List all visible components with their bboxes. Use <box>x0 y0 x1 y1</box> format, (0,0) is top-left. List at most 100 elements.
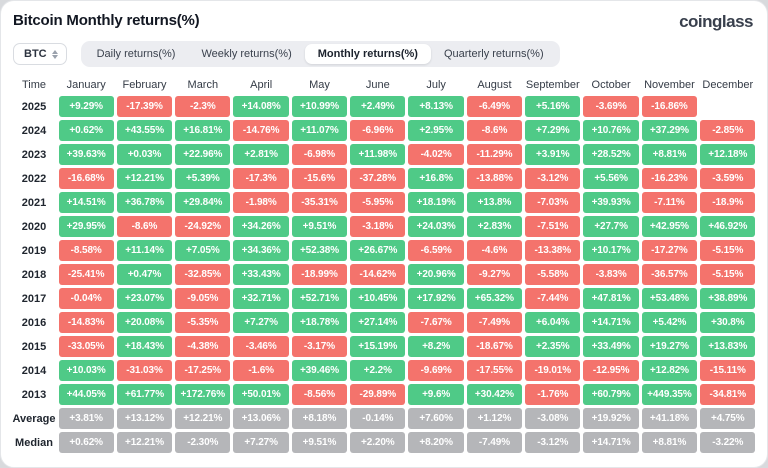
coin-selector[interactable]: BTC <box>13 43 67 65</box>
return-cell: -16.86% <box>641 96 698 117</box>
return-cell: +5.39% <box>175 168 231 189</box>
return-cell <box>700 96 755 117</box>
return-cell: +2.95% <box>408 120 464 141</box>
row-label: 2018 <box>21 268 47 281</box>
return-cell: -15.6% <box>291 168 348 189</box>
return-cell: +18.43% <box>116 336 173 357</box>
return-cell: +14.51% <box>58 192 114 213</box>
return-cell: +10.76% <box>583 120 639 141</box>
return-cell: +7.60% <box>408 408 464 429</box>
return-cell: +38.89% <box>700 288 756 309</box>
column-header-november: November <box>644 78 695 91</box>
return-cell: +13.12% <box>116 408 173 429</box>
return-cell: -7.67% <box>408 312 464 333</box>
return-cell: -12.95% <box>583 360 639 381</box>
column-header-january: January <box>66 78 106 91</box>
return-cell: -7.44% <box>525 288 581 309</box>
return-cell: +19.27% <box>641 336 698 357</box>
tab-weekly[interactable]: Weekly returns(%) <box>201 48 292 60</box>
column-header-august: August <box>477 78 512 91</box>
return-cell: +0.62% <box>58 432 114 453</box>
return-cell: -3.12% <box>525 168 581 189</box>
return-cell: +12.18% <box>700 144 756 165</box>
return-cell: +15.19% <box>350 336 406 357</box>
return-cell: -9.69% <box>408 360 464 381</box>
return-cell: +47.81% <box>583 288 639 309</box>
sort-arrows-icon <box>51 49 58 59</box>
return-cell: +33.43% <box>233 264 289 285</box>
return-cell: -5.95% <box>350 192 406 213</box>
return-cell: -18.67% <box>466 336 523 357</box>
return-cell: -14.76% <box>233 120 289 141</box>
coin-selector-value: BTC <box>24 48 47 60</box>
return-cell: -4.38% <box>175 336 231 357</box>
return-cell: -6.98% <box>291 144 348 165</box>
return-cell: +23.07% <box>116 288 173 309</box>
return-cell: -2.30% <box>175 432 231 453</box>
return-cell: +0.62% <box>58 120 114 141</box>
table-row-2019: 2019 -8.58% +11.14% +7.05% +34.36% +52.38% +26… <box>11 240 757 261</box>
column-header-december: December <box>702 78 754 91</box>
row-label: 2014 <box>21 364 47 377</box>
return-cell: +36.78% <box>116 192 173 213</box>
return-cell: -14.62% <box>350 264 406 285</box>
controls-row: BTC Daily returns(%) Weekly returns(%) Mon… <box>13 41 757 67</box>
return-cell: -6.49% <box>466 96 523 117</box>
return-cell: +2.49% <box>350 96 406 117</box>
return-cell: -33.05% <box>58 336 114 357</box>
table-row-2022: 2022 -16.68% +12.21% +5.39% -17.3% -15.6% -37.… <box>11 168 757 189</box>
page-title: Bitcoin Monthly returns(%) <box>13 12 200 29</box>
return-cell: -24.92% <box>175 216 231 237</box>
return-cell: +26.67% <box>350 240 406 261</box>
tab-quarterly[interactable]: Quarterly returns(%) <box>443 48 544 60</box>
return-cell: -15.11% <box>700 360 756 381</box>
tab-monthly[interactable]: Monthly returns(%) <box>304 44 431 64</box>
return-cell: +11.14% <box>116 240 173 261</box>
return-cell: +52.71% <box>291 288 348 309</box>
return-cell: -8.6% <box>466 120 523 141</box>
return-cell: +44.05% <box>58 384 114 405</box>
return-cell: +7.05% <box>175 240 231 261</box>
return-cell: +9.51% <box>291 216 348 237</box>
return-cell: +61.77% <box>116 384 173 405</box>
tab-daily[interactable]: Daily returns(%) <box>96 48 176 60</box>
return-cell: +13.83% <box>700 336 756 357</box>
return-cell: -3.46% <box>233 336 289 357</box>
return-cell: -3.08% <box>525 408 581 429</box>
return-cell: +18.78% <box>291 312 348 333</box>
return-cell: -13.38% <box>525 240 581 261</box>
return-cell: +27.14% <box>350 312 406 333</box>
return-cell: -0.14% <box>350 408 406 429</box>
return-cell: -3.12% <box>525 432 581 453</box>
return-cell: +34.36% <box>233 240 289 261</box>
table-row-2016: 2016 -14.83% +20.08% -5.35% +7.27% +18.78% +27… <box>11 312 757 333</box>
return-cell: -17.25% <box>175 360 231 381</box>
return-cell: +20.08% <box>116 312 173 333</box>
table-header-row: Time January February March April May June July… <box>11 76 757 93</box>
return-cell: -32.85% <box>175 264 231 285</box>
return-cell: +52.38% <box>291 240 348 261</box>
return-cell: +0.47% <box>116 264 173 285</box>
return-cell: +13.8% <box>466 192 523 213</box>
return-cell: +8.13% <box>408 96 464 117</box>
return-cell: -8.6% <box>116 216 173 237</box>
return-cell: +2.20% <box>350 432 406 453</box>
return-cell: -2.85% <box>700 120 756 141</box>
return-cell: +2.83% <box>466 216 523 237</box>
return-cell: -16.68% <box>58 168 114 189</box>
return-cell: -3.17% <box>291 336 348 357</box>
row-label: 2025 <box>21 100 47 113</box>
return-cell: +22.96% <box>175 144 231 165</box>
return-cell: -3.59% <box>700 168 756 189</box>
return-cell: -2.3% <box>175 96 231 117</box>
table-row-median: Median +0.62% +12.21% -2.30% +7.27% +9.51% +2.… <box>11 432 757 453</box>
return-cell: +11.07% <box>291 120 348 141</box>
table-row-2018: 2018 -25.41% +0.47% -32.85% +33.43% -18.99% -1… <box>11 264 757 285</box>
row-label: 2013 <box>21 388 47 401</box>
return-cell: +33.49% <box>583 336 639 357</box>
return-cell: +3.81% <box>58 408 114 429</box>
return-cell: +18.19% <box>408 192 464 213</box>
return-cell: -34.81% <box>700 384 756 405</box>
return-cell: -8.56% <box>291 384 348 405</box>
row-label: 2022 <box>21 172 47 185</box>
